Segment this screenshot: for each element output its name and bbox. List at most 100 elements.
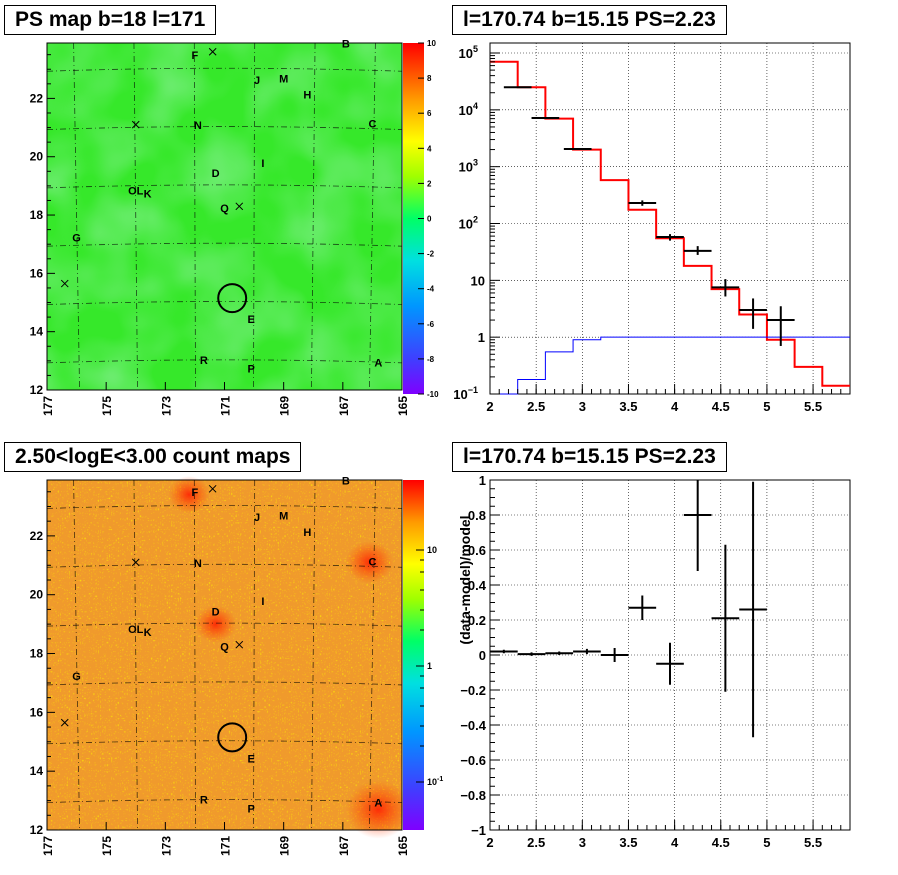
count-map-source-label: K [144,627,152,639]
count-map-colorbar-ticks: 10 1 10-1 [416,545,443,787]
ps-map-parallel [46,126,403,130]
ps-map-meridian [311,42,316,391]
count-map-source-label: Q [220,642,229,654]
ps-map-source-label: P [247,364,254,376]
ps-map-source-label: E [247,314,254,326]
count-map-source-label: H [303,527,311,539]
count-map-parallel [46,622,403,627]
ps-colorbar-tick-label: -10 [427,390,439,399]
residual-x-tick-label: 2 [486,835,493,850]
ps-map-source-label: C [368,119,376,131]
ps-colorbar-tick-label: 8 [427,74,432,83]
count-map-overlay: F B J M H C N I D OL K Q G E R P A [60,475,382,815]
ps-map-x-tick-label: 169 [278,396,292,416]
count-colorbar-tick-label: 1 [427,661,432,671]
ps-map-cross-marker [131,120,140,129]
spectrum-y-tick-label: 102 [459,215,478,232]
count-map-meridian [133,479,138,831]
ps-map-axes: 177 175 173 171 169 167 165 12 14 16 18 20 22 [30,54,410,416]
count-map-hotspot [345,541,394,584]
ps-map-source-label: M [279,73,288,85]
ps-map-source-label: D [212,168,220,180]
ps-map-cross-marker [208,47,217,56]
ps-map-source-label: OL [128,186,144,198]
spectrum-y-tick-label: 104 [459,101,478,118]
count-map-source-label: D [212,606,220,618]
ps-map-source-label: F [192,50,199,62]
count-map-meridian [311,479,316,831]
ps-map-source-label: B [342,38,350,50]
count-map-y-tick-label: 14 [30,764,44,778]
residual-data-points [490,480,767,738]
residual-title: l=170.74 b=15.15 PS=2.23 [452,442,727,472]
ps-map-y-tick-label: 22 [30,91,44,105]
residual-x-tick-label: 5 [763,835,770,850]
residual-y-tick-label: 0.4 [468,578,487,593]
count-map-x-tick-label: 173 [159,836,173,856]
ps-colorbar-tick-label: 4 [427,144,432,153]
residual-y-tick-label: −0.6 [460,753,486,768]
count-map-x-tick-label: 175 [100,836,114,856]
count-map-hotspot [345,780,411,839]
count-map-source-label: OL [128,624,144,636]
ps-map-meridian [253,42,256,391]
ps-map-y-tick-label: 18 [30,208,44,222]
count-map-cross-marker [60,718,69,727]
residual-y-tick-label: 0.6 [468,543,486,558]
ps-map-source-label: R [200,355,208,367]
residual-y-axis-label: (data-model)/model [457,515,473,644]
count-map-cross-marker [131,558,140,567]
ps-map-colorbar [403,43,424,394]
spectrum-y-tick-label: 105 [459,44,478,61]
count-map-meridian [73,479,80,831]
ps-map-parallel [46,67,403,72]
ps-map-x-tick-label: 175 [100,396,114,416]
ps-map-x-tick-label: 171 [219,396,233,416]
count-map-gridlines [46,479,403,831]
ps-map-title: PS map b=18 l=171 [4,5,217,35]
count-map-y-tick-label: 12 [30,823,44,837]
ps-colorbar-tick-label: -8 [427,355,435,364]
ps-map-x-tick-label: 177 [41,396,55,416]
count-map-source-label: P [247,803,254,815]
residual-axes: 2 2.5 3 3.5 4 4.5 5 5.5 1 0.8 0.6 0.4 0.2 0 −0.2 −0.4 −0… [460,473,851,850]
residual-y-tick-label: −1 [471,823,486,838]
ps-map-parallel [46,301,403,305]
ps-map-source-label: I [261,158,264,170]
count-map-meridian [253,479,256,831]
ps-map-parallel [46,184,403,189]
ps-map-cross-marker [60,279,69,288]
count-map-x-tick-label: 167 [337,836,351,856]
count-map-parallel [46,563,403,568]
spectrum-background-blue-line [490,336,850,395]
spectrum-x-tick-label: 5.5 [804,399,822,414]
ps-map-x-tick-label: 167 [337,396,351,416]
ps-map-y-tick-label: 16 [30,266,44,280]
ps-map-y-tick-label: 20 [30,150,44,164]
count-map-x-tick-label: 177 [41,836,55,856]
ps-map-source-label: N [194,120,202,132]
ps-map-overlay: F B J M H C N I D OL K Q G E R P A [60,38,382,376]
ps-map-colorbar-ticks: 10 8 6 4 2 0 -2 -4 -6 -8 -10 [418,39,439,399]
count-map-x-tick-label: 165 [396,836,410,856]
residual-x-tick-label: 4.5 [712,835,730,850]
residual-x-tick-label: 5.5 [804,835,822,850]
count-map-axes: 177 175 173 171 169 167 165 12 14 16 18 20 22 [30,491,410,856]
ps-map-source-label: H [303,89,311,101]
ps-colorbar-tick-label: -6 [427,320,435,329]
count-map-hotspot [194,605,237,643]
count-map-panel: F B J M H C N I D OL K Q G E R P A 177 175 173 171 169 167 165… [30,475,444,856]
residual-panel: 2 2.5 3 3.5 4 4.5 5 5.5 1 0.8 0.6 0.4 0.2 0 −0.2 −0.4 −0… [457,473,851,850]
count-map-meridian [193,479,196,831]
residual-y-tick-label: −0.2 [460,683,486,698]
spectrum-x-tick-label: 4 [671,399,679,414]
count-map-source-label: I [261,596,264,608]
count-map-parallel [46,740,403,745]
spectrum-x-tick-label: 4.5 [712,399,730,414]
count-map-cross-marker [235,640,244,649]
count-map-x-tick-label: 171 [219,836,233,856]
ps-map-x-tick-label: 165 [396,396,410,416]
